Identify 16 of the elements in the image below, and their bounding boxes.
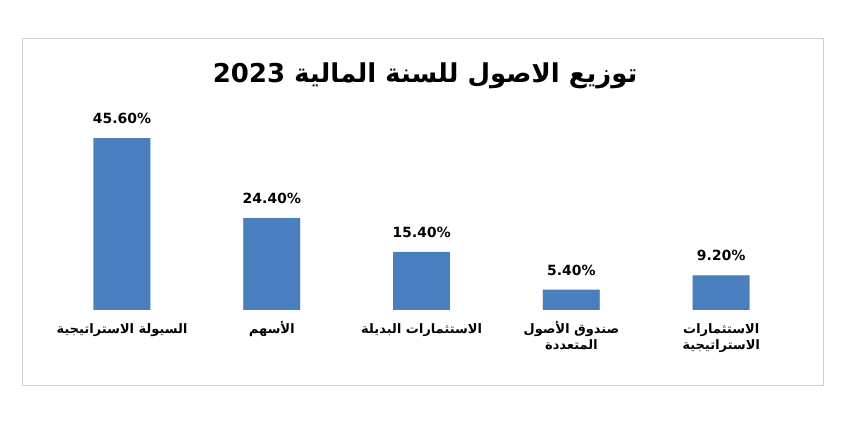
x-tick-label: السيولة الاستراتيجية — [55, 322, 188, 338]
bar — [93, 138, 150, 310]
x-tick-label: الاستثمارات البديلة — [360, 322, 483, 338]
chart-title: توزيع الاصول للسنة المالية 2023 — [212, 58, 638, 90]
bar — [393, 252, 450, 310]
x-tick-label: صندوق الأصول المتعددة — [522, 322, 620, 354]
data-label: 45.60% — [92, 111, 152, 128]
data-label: 24.40% — [242, 190, 302, 208]
bar — [542, 290, 600, 310]
x-tick-label: الاستثمارات الاستراتيجية — [681, 322, 761, 354]
data-label: 15.40% — [391, 224, 452, 242]
x-tick-label: الأسهم — [248, 322, 296, 338]
bar — [243, 218, 300, 310]
data-label: 9.20% — [696, 248, 746, 266]
data-label: 5.40% — [546, 262, 597, 280]
bar — [692, 275, 750, 310]
